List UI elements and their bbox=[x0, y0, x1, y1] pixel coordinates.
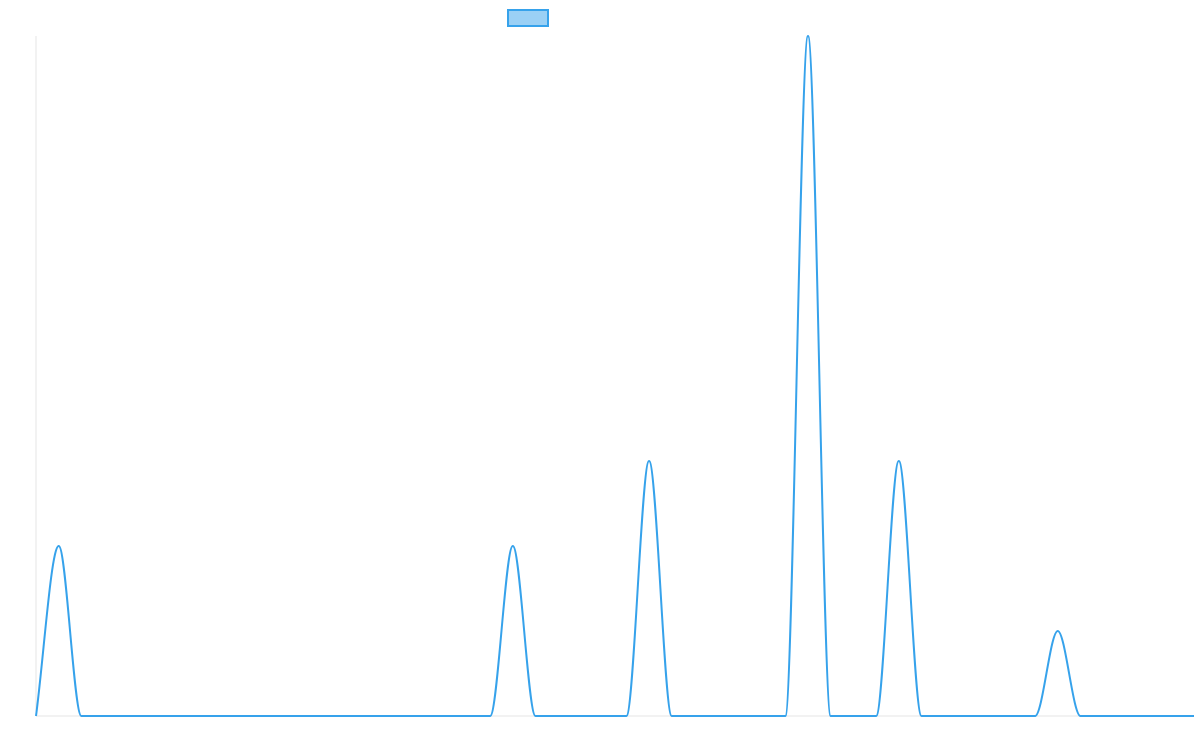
data-point-1-23[interactable] bbox=[555, 713, 561, 719]
data-point-1-44[interactable] bbox=[1032, 713, 1038, 719]
legend[interactable] bbox=[507, 9, 549, 27]
data-point-1-10[interactable] bbox=[260, 713, 266, 719]
data-point-1-51[interactable] bbox=[1191, 713, 1197, 719]
data-point-1-11[interactable] bbox=[283, 713, 289, 719]
data-point-1-36[interactable] bbox=[850, 713, 856, 719]
data-point-1-34[interactable] bbox=[805, 33, 811, 39]
data-point-1-32[interactable] bbox=[760, 713, 766, 719]
data-point-1-49[interactable] bbox=[1146, 713, 1152, 719]
data-point-1-33[interactable] bbox=[782, 713, 788, 719]
data-point-1-37[interactable] bbox=[873, 713, 879, 719]
data-point-1-19[interactable] bbox=[464, 713, 470, 719]
data-point-1-35[interactable] bbox=[828, 713, 834, 719]
data-point-1-14[interactable] bbox=[351, 713, 357, 719]
data-point-1-12[interactable] bbox=[305, 713, 311, 719]
data-point-1-40[interactable] bbox=[941, 713, 947, 719]
data-point-1-13[interactable] bbox=[328, 713, 334, 719]
data-point-1-7[interactable] bbox=[192, 713, 198, 719]
data-point-1-46[interactable] bbox=[1077, 713, 1083, 719]
data-point-1-24[interactable] bbox=[578, 713, 584, 719]
data-point-1-6[interactable] bbox=[169, 713, 175, 719]
data-point-1-4[interactable] bbox=[124, 713, 130, 719]
data-point-1-47[interactable] bbox=[1100, 713, 1106, 719]
series-line-1 bbox=[35, 35, 1194, 717]
data-point-1-9[interactable] bbox=[237, 713, 243, 719]
data-point-1-2[interactable] bbox=[78, 713, 84, 719]
data-point-1-0[interactable] bbox=[33, 713, 39, 719]
data-point-1-30[interactable] bbox=[714, 713, 720, 719]
data-point-1-48[interactable] bbox=[1123, 713, 1129, 719]
data-point-1-42[interactable] bbox=[987, 713, 993, 719]
data-point-1-41[interactable] bbox=[964, 713, 970, 719]
data-point-1-43[interactable] bbox=[1009, 713, 1015, 719]
data-point-1-27[interactable] bbox=[646, 458, 652, 464]
data-point-1-25[interactable] bbox=[601, 713, 607, 719]
data-point-1-45[interactable] bbox=[1055, 628, 1061, 634]
data-point-1-16[interactable] bbox=[396, 713, 402, 719]
data-point-1-28[interactable] bbox=[669, 713, 675, 719]
data-point-1-50[interactable] bbox=[1168, 713, 1174, 719]
data-point-1-39[interactable] bbox=[919, 713, 925, 719]
data-point-1-3[interactable] bbox=[101, 713, 107, 719]
data-point-1-17[interactable] bbox=[419, 713, 425, 719]
data-point-1-1[interactable] bbox=[56, 543, 62, 549]
data-point-1-8[interactable] bbox=[215, 713, 221, 719]
data-point-1-22[interactable] bbox=[533, 713, 539, 719]
data-point-1-29[interactable] bbox=[691, 713, 697, 719]
data-point-1-15[interactable] bbox=[374, 713, 380, 719]
data-point-1-20[interactable] bbox=[487, 713, 493, 719]
data-point-1-26[interactable] bbox=[623, 713, 629, 719]
data-point-1-21[interactable] bbox=[510, 543, 516, 549]
legend-swatch-series-1[interactable] bbox=[507, 9, 549, 27]
data-point-1-38[interactable] bbox=[896, 458, 902, 464]
series-layer bbox=[33, 33, 1197, 719]
data-point-1-31[interactable] bbox=[737, 713, 743, 719]
data-point-1-5[interactable] bbox=[147, 713, 153, 719]
data-point-1-18[interactable] bbox=[442, 713, 448, 719]
